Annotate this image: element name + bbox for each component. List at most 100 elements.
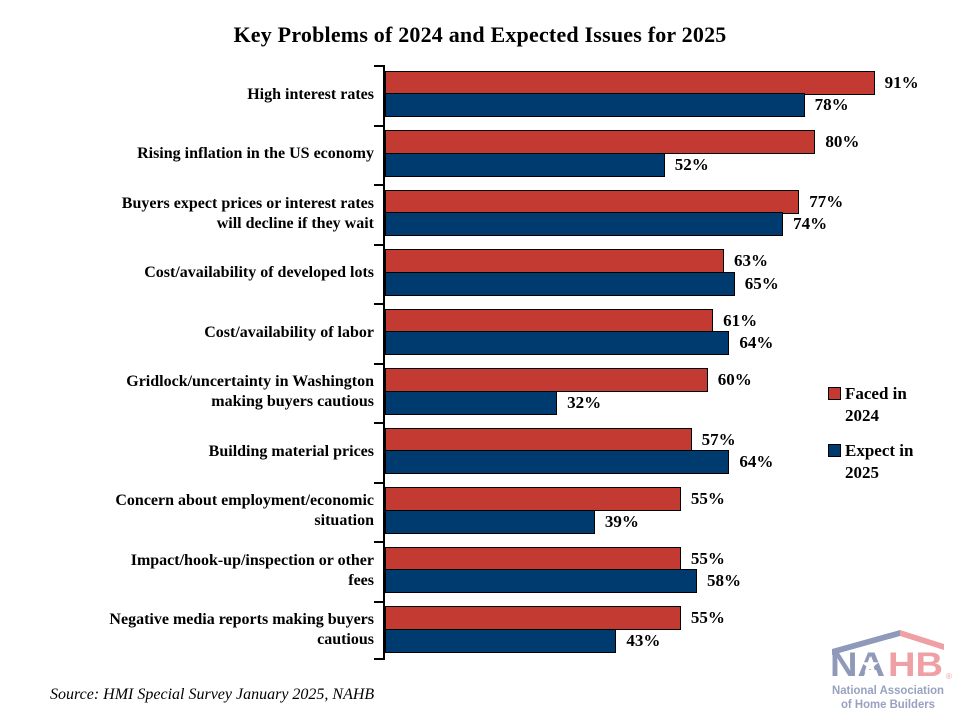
legend-label: Faced in 2024	[845, 384, 907, 425]
logo-roof-left-icon	[832, 630, 900, 655]
axis-tick	[374, 658, 383, 660]
bar-faced-2024	[385, 487, 681, 511]
bar-row: 64%	[385, 450, 960, 474]
legend: Faced in 2024 Expect in 2025	[828, 383, 925, 497]
bar-row: 52%	[385, 152, 960, 177]
category-label: Building material prices	[208, 442, 374, 460]
logo-star-icon	[861, 656, 879, 673]
category-row: Cost/availability of labor 61% 64%	[0, 303, 960, 363]
bar-row: 78%	[385, 93, 960, 117]
axis-tick	[374, 600, 383, 603]
logo-na-text: NA	[830, 646, 885, 684]
bar-row: 74%	[385, 212, 960, 236]
bar-group: 55% 43%	[374, 600, 960, 660]
legend-item-faced-2024: Faced in 2024	[828, 383, 925, 427]
logo-registered-mark: ®	[946, 672, 952, 681]
bar-expect-2025	[385, 271, 735, 296]
bar-faced-2024	[385, 249, 724, 273]
bar-row: 91%	[385, 70, 960, 95]
bar-group: 91% 78%	[374, 65, 960, 125]
plot-area: High interest rates 91% 78% Rising inflatio…	[0, 65, 960, 660]
axis-tick	[374, 303, 383, 305]
value-label: 65%	[744, 273, 779, 293]
value-label: 80%	[825, 132, 860, 151]
value-label: 43%	[626, 630, 661, 650]
bar-expect-2025	[385, 93, 805, 117]
category-row: Building material prices 57% 64%	[0, 422, 960, 482]
category-label: Cost/availability of developed lots	[144, 264, 374, 282]
value-label: 63%	[733, 251, 768, 270]
value-label: 55%	[690, 489, 725, 508]
value-label: 39%	[604, 511, 639, 531]
bar-group: 60% 32%	[374, 362, 960, 422]
bar-group: 80% 52%	[374, 124, 960, 184]
category-row: Impact/hook-up/inspection or other fees 55…	[0, 541, 960, 601]
bar-faced-2024	[385, 546, 681, 571]
bar-row: 61%	[385, 308, 960, 333]
value-label: 77%	[809, 191, 844, 211]
bar-row: 32%	[385, 390, 960, 415]
bar-row: 63%	[385, 249, 960, 273]
bar-expect-2025	[385, 212, 784, 236]
axis-tick	[374, 362, 383, 365]
axis-tick	[374, 184, 383, 186]
bar-group: 55% 39%	[374, 481, 960, 541]
legend-label: Expect in 2025	[845, 441, 914, 482]
category-row: Gridlock/uncertainty in Washington making…	[0, 362, 960, 422]
bar-expect-2025	[385, 450, 730, 474]
chart-title: Key Problems of 2024 and Expected Issues…	[233, 22, 727, 47]
logo-subtitle-line1: National Association	[832, 683, 944, 697]
category-label: Impact/hook-up/inspection or other fees	[130, 551, 374, 589]
value-label: 55%	[690, 548, 725, 568]
category-label: Concern about employment/economic situati…	[115, 492, 374, 530]
source-note: Source: HMI Special Survey January 2025,…	[50, 686, 375, 703]
bar-faced-2024	[385, 606, 681, 630]
bar-expect-2025	[385, 331, 730, 355]
bar-faced-2024	[385, 368, 708, 392]
bar-expect-2025	[385, 152, 665, 177]
axis-tick	[374, 481, 383, 484]
bar-row: 55%	[385, 546, 960, 571]
logo-hb-text: HB	[888, 646, 943, 684]
category-row: Rising inflation in the US economy 80% 52%	[0, 124, 960, 184]
logo-roof-right-icon	[900, 630, 944, 650]
value-label: 60%	[717, 370, 752, 389]
logo-subtitle-line2: of Home Builders	[841, 697, 935, 711]
axis-tick	[374, 541, 383, 543]
legend-swatch-icon	[828, 387, 841, 400]
bar-group: 77% 74%	[374, 184, 960, 244]
bar-expect-2025	[385, 628, 617, 653]
bar-row: 58%	[385, 569, 960, 593]
bar-row: 64%	[385, 331, 960, 355]
bar-row: 39%	[385, 509, 960, 534]
bar-faced-2024	[385, 130, 816, 154]
category-label: Negative media reports making buyers caut…	[109, 611, 374, 649]
bar-faced-2024	[385, 427, 692, 452]
legend-swatch-icon	[828, 444, 841, 457]
value-label: 57%	[701, 429, 736, 449]
category-label: High interest rates	[247, 85, 374, 103]
value-label: 58%	[707, 571, 742, 590]
category-label: Rising inflation in the US economy	[137, 145, 374, 163]
category-row: Cost/availability of developed lots 63% 65…	[0, 243, 960, 303]
bar-row: 43%	[385, 628, 960, 653]
bar-row: 55%	[385, 487, 960, 511]
value-label: 55%	[690, 608, 725, 627]
bar-group: 63% 65%	[374, 243, 960, 303]
value-label: 64%	[739, 333, 774, 352]
category-row: Negative media reports making buyers caut…	[0, 600, 960, 660]
value-label: 64%	[739, 452, 774, 471]
value-label: 74%	[793, 214, 828, 233]
bar-expect-2025	[385, 509, 595, 534]
bar-faced-2024	[385, 308, 714, 333]
value-label: 52%	[674, 154, 709, 174]
bar-expect-2025	[385, 390, 558, 415]
value-label: 91%	[884, 72, 919, 92]
bar-row: 77%	[385, 189, 960, 214]
category-label: Buyers expect prices or interest rates wi…	[121, 194, 374, 232]
value-label: 61%	[723, 310, 758, 330]
bar-row: 80%	[385, 130, 960, 154]
bar-faced-2024	[385, 189, 800, 214]
bar-group: 61% 64%	[374, 303, 960, 363]
